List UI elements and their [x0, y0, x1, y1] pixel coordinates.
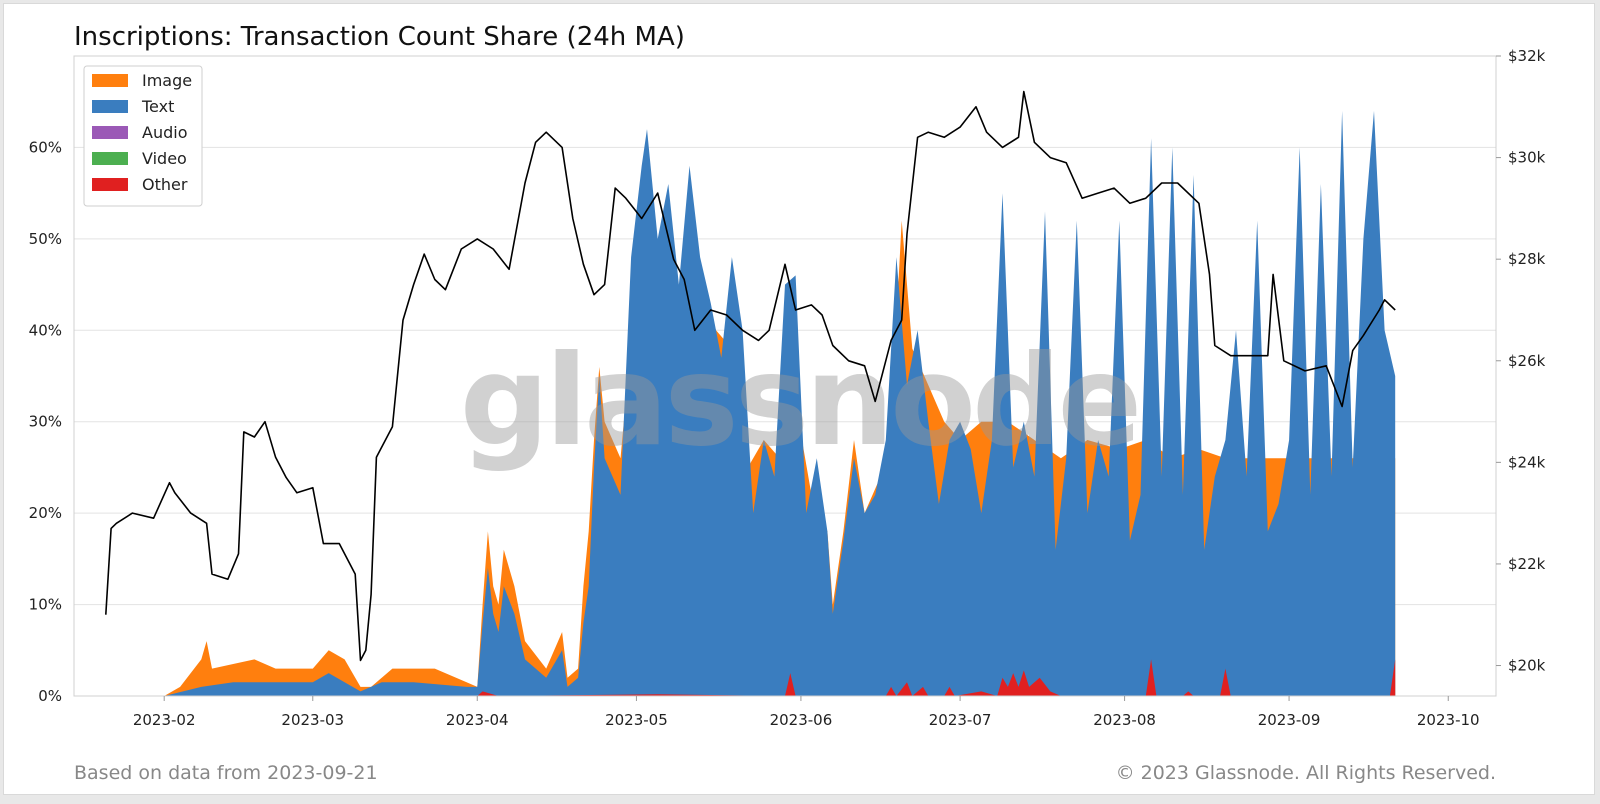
- left-tick-label: 60%: [29, 138, 62, 156]
- x-tick-label: 2023-02: [133, 711, 196, 729]
- left-tick-label: 10%: [29, 596, 62, 614]
- x-tick-label: 2023-03: [281, 711, 344, 729]
- x-tick-label: 2023-10: [1417, 711, 1480, 729]
- legend-label-other: Other: [142, 175, 188, 194]
- right-axis: $20k $22k $24k $26k $28k $30k $32k: [1496, 47, 1546, 675]
- right-tick-label: $22k: [1508, 555, 1546, 573]
- x-tick-label: 2023-07: [929, 711, 992, 729]
- x-axis: 2023-02 2023-03 2023-04 2023-05 2023-06 2023-…: [133, 696, 1480, 729]
- chart-title: Inscriptions: Transaction Count Share (2…: [74, 22, 685, 52]
- legend-swatch-other: [92, 178, 128, 191]
- legend: Image Text Audio Video Other: [83, 65, 203, 207]
- legend-swatch-text: [92, 100, 128, 113]
- legend-swatch-image: [92, 74, 128, 87]
- left-tick-label: 20%: [29, 504, 62, 522]
- legend-label-video: Video: [142, 149, 187, 168]
- left-tick-label: 30%: [29, 413, 62, 431]
- legend-label-image: Image: [142, 71, 192, 90]
- plot-border: [73, 55, 1497, 697]
- right-tick-label: $32k: [1508, 47, 1546, 65]
- area-text: [164, 110, 1396, 696]
- chart-frame: Inscriptions: Transaction Count Share (2…: [3, 3, 1595, 795]
- left-tick-label: 40%: [29, 321, 62, 339]
- stacked-areas: [164, 110, 1396, 696]
- legend-swatch-audio: [92, 126, 128, 139]
- right-tick-label: $28k: [1508, 250, 1546, 268]
- right-tick-label: $24k: [1508, 453, 1546, 471]
- x-tick-label: 2023-06: [770, 711, 833, 729]
- price-line-group: [105, 90, 1396, 662]
- x-tick-label: 2023-04: [446, 711, 509, 729]
- price-line: [105, 90, 1396, 662]
- watermark: glassnode: [460, 329, 1139, 474]
- left-axis: 0% 10% 20% 30% 40% 50% 60%: [29, 138, 62, 705]
- footer-copyright: © 2023 Glassnode. All Rights Reserved.: [1116, 762, 1496, 784]
- left-tick-label: 50%: [29, 230, 62, 248]
- legend-label-audio: Audio: [142, 123, 187, 142]
- chart: Inscriptions: Transaction Count Share (2…: [29, 22, 1546, 784]
- right-tick-label: $20k: [1508, 657, 1546, 675]
- legend-label-text: Text: [141, 97, 174, 116]
- x-tick-label: 2023-08: [1093, 711, 1156, 729]
- legend-swatch-video: [92, 152, 128, 165]
- x-tick-label: 2023-05: [605, 711, 668, 729]
- left-tick-label: 0%: [38, 687, 62, 705]
- x-tick-label: 2023-09: [1258, 711, 1321, 729]
- area-other: [164, 659, 1396, 696]
- footer-source: Based on data from 2023-09-21: [74, 762, 378, 784]
- right-tick-label: $30k: [1508, 149, 1546, 167]
- right-tick-label: $26k: [1508, 352, 1546, 370]
